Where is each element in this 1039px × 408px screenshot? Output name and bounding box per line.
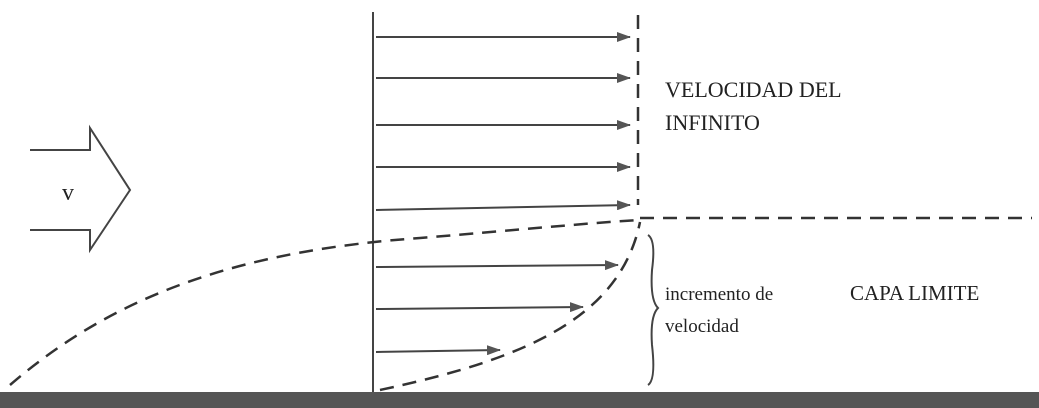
increment-label: velocidad	[665, 316, 739, 337]
boundary-layer-label: CAPA LIMITE	[850, 281, 979, 305]
velocity-arrows	[375, 32, 631, 356]
boundary-layer-growth	[9, 218, 641, 386]
flow-label: v	[62, 180, 74, 206]
arrow	[375, 345, 501, 356]
velocity-profile	[379, 221, 642, 392]
free-stream-label: INFINITO	[665, 110, 760, 135]
flow-arrow	[30, 124, 132, 254]
free-stream-label: VELOCIDAD DEL	[665, 77, 842, 102]
arrow	[375, 260, 619, 271]
increment-label: incremento de	[665, 284, 773, 305]
wall	[0, 392, 1039, 408]
brace	[647, 234, 660, 386]
arrow	[375, 200, 631, 211]
arrow	[375, 302, 584, 313]
